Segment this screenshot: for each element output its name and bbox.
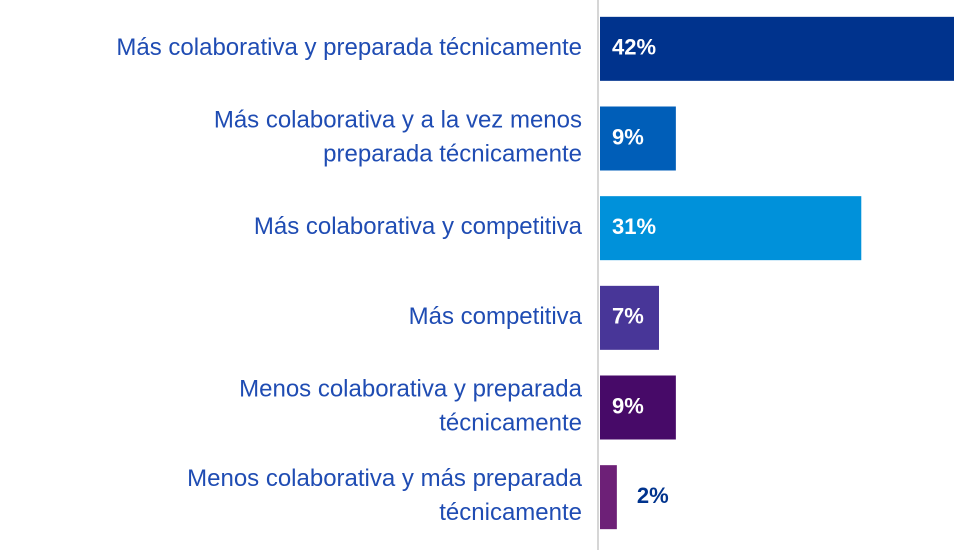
- category-label: Más colaborativa y competitiva: [254, 214, 583, 241]
- category-label: Más colaborativa y a la vez menos prepara…: [214, 107, 582, 168]
- value-label: 2%: [637, 483, 669, 508]
- bar: [600, 375, 676, 440]
- value-label: 31%: [612, 214, 656, 239]
- bar: [600, 106, 676, 171]
- value-label: 7%: [612, 304, 644, 329]
- category-label: Más competitiva: [409, 303, 583, 330]
- category-label: Menos colaborativa y más preparada técnic…: [187, 466, 583, 527]
- category-label: Más colaborativa y preparada técnicament…: [116, 34, 582, 61]
- bar: [600, 285, 659, 350]
- bar: [600, 465, 617, 530]
- value-label: 42%: [612, 35, 656, 60]
- bar: [600, 196, 862, 261]
- category-label: Menos colaborativa y preparada técnicamen…: [239, 376, 583, 437]
- bar: [600, 16, 954, 81]
- value-label: 9%: [612, 124, 644, 149]
- value-label: 9%: [612, 393, 644, 418]
